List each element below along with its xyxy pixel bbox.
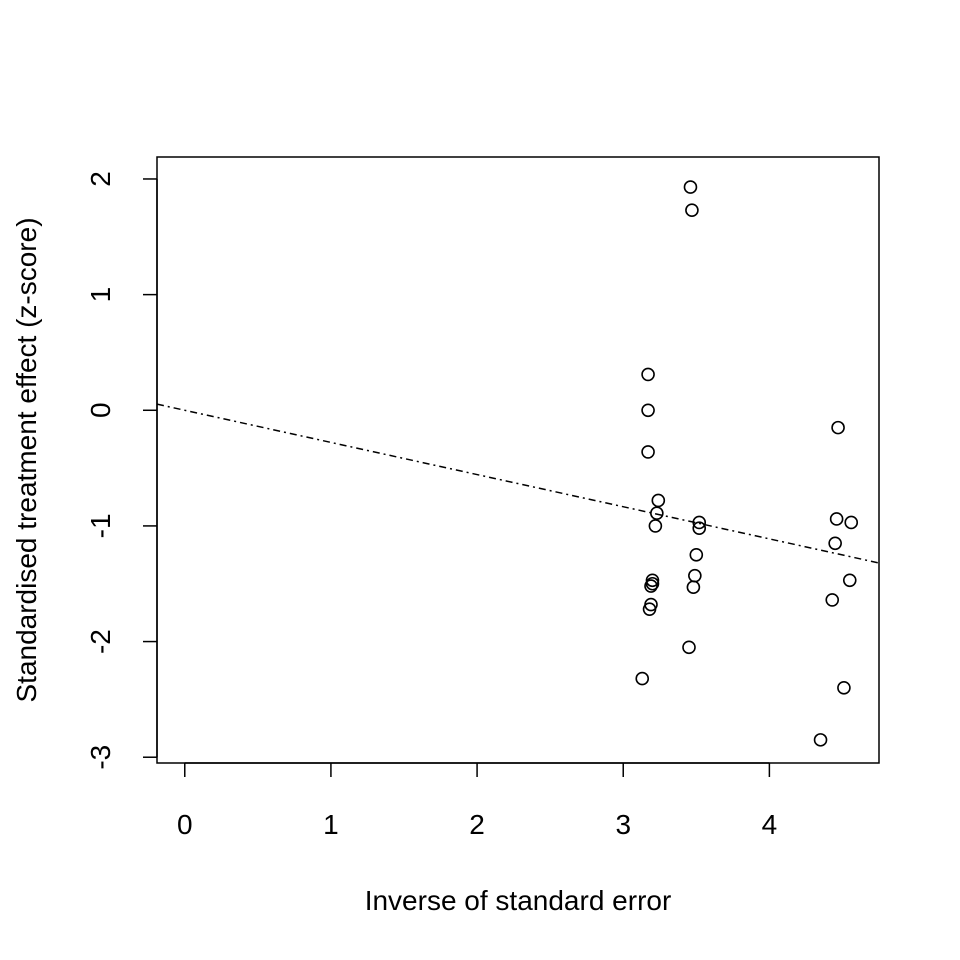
plot-frame: [156, 156, 880, 764]
data-point: [837, 681, 851, 695]
data-point: [641, 403, 655, 418]
y-tick-label: 1: [85, 287, 116, 303]
data-point: [689, 548, 704, 562]
data-point: [692, 515, 707, 530]
x-tick-label: 0: [177, 809, 193, 840]
y-tick-label: -3: [85, 745, 116, 770]
data-point: [641, 445, 655, 459]
data-point: [650, 506, 664, 520]
data-point: [644, 579, 658, 593]
data-point: [692, 521, 707, 536]
data-point: [682, 640, 696, 655]
y-tick-label: -2: [85, 629, 116, 654]
x-axis-label: Inverse of standard error: [365, 885, 672, 916]
data-point: [825, 593, 840, 607]
regression-line: [156, 403, 880, 564]
data-point: [635, 671, 650, 686]
data-point: [645, 576, 660, 591]
x-tick-label: 4: [762, 809, 778, 840]
data-point: [828, 536, 842, 551]
data-point: [642, 602, 657, 616]
y-axis-label: Standardised treatment effect (z-score): [11, 217, 42, 702]
data-point: [645, 573, 660, 588]
data-point: [829, 512, 844, 526]
data-point: [688, 568, 702, 583]
data-point: [651, 493, 666, 508]
x-tick-label: 2: [469, 809, 485, 840]
data-point: [813, 733, 828, 747]
data-point: [686, 580, 701, 595]
x-tick-label: 1: [323, 809, 339, 840]
data-point: [685, 203, 699, 217]
data-point: [648, 519, 663, 533]
data-point: [844, 515, 859, 530]
data-point: [842, 573, 857, 588]
x-axis: 0 1 2 3 4: [177, 762, 778, 840]
data-points: [635, 180, 859, 747]
y-tick-label: 2: [85, 171, 116, 187]
data-point: [683, 180, 698, 194]
y-axis: -3 -2 -1 0 1 2: [85, 171, 158, 770]
x-tick-label: 3: [615, 809, 631, 840]
data-point: [641, 367, 655, 382]
y-tick-label: -1: [85, 513, 116, 538]
y-tick-label: 0: [85, 402, 116, 418]
data-point: [831, 420, 845, 435]
